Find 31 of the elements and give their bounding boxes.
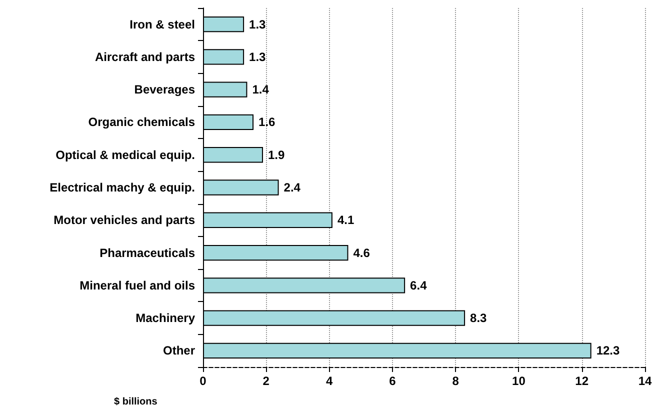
data-label: 6.4 xyxy=(410,278,428,292)
data-label: 8.3 xyxy=(470,311,488,326)
y-tick-label: Optical & medical equip. xyxy=(56,148,195,162)
x-tick-label: 6 xyxy=(389,374,396,388)
y-tick-label: Aircraft and parts xyxy=(94,50,196,64)
x-tick-label: 14 xyxy=(638,374,652,388)
y-tick-label: Iron & steel xyxy=(130,17,195,32)
y-tick-label: Mineral fuel and oils xyxy=(80,278,196,292)
x-tick-label: 12 xyxy=(575,374,589,388)
data-label: 1.9 xyxy=(268,148,285,162)
y-tick-label: Motor vehicles and parts xyxy=(54,213,196,228)
data-label: 4.1 xyxy=(337,213,354,228)
y-tick-label: Beverages xyxy=(134,82,196,97)
x-axis-title: $ billions xyxy=(114,396,158,408)
y-tick-label: Other xyxy=(162,344,196,358)
y-tick-label: Pharmaceuticals xyxy=(100,246,196,260)
x-tick-label: 10 xyxy=(512,374,526,388)
data-label: 1.3 xyxy=(249,17,266,32)
x-tick-label: 8 xyxy=(452,374,460,388)
data-label: 1.4 xyxy=(252,82,270,97)
data-label: 1.6 xyxy=(258,115,276,130)
data-label: 1.3 xyxy=(249,50,266,64)
x-tick-label: 2 xyxy=(262,374,270,388)
x-tick-label: 0 xyxy=(200,374,207,388)
data-label: 12.3 xyxy=(596,344,620,358)
data-label: 2.4 xyxy=(284,180,301,194)
y-tick-label: Electrical machy & equip. xyxy=(50,180,195,194)
y-tick-label: Organic chemicals xyxy=(88,115,196,130)
x-tick-label: 4 xyxy=(326,374,333,388)
data-label: 4.6 xyxy=(353,246,370,260)
y-tick-label: Machinery xyxy=(136,311,196,326)
